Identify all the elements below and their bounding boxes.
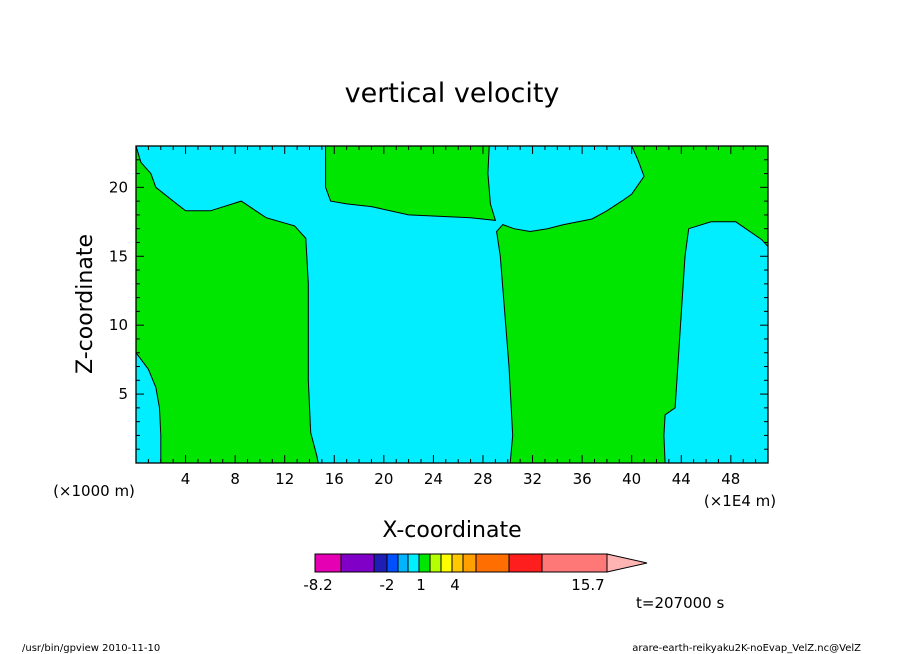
colorbar-tick-label: -2 xyxy=(380,576,395,594)
colorbar-tick-label: 4 xyxy=(450,576,460,594)
x-tick-label: 48 xyxy=(721,470,740,488)
contour-region-positive xyxy=(136,146,319,463)
x-tick-label: 28 xyxy=(473,470,492,488)
x-axis-unit-label: (×1E4 m) xyxy=(704,492,776,510)
colorbar-segment xyxy=(451,553,464,573)
x-tick-label: 40 xyxy=(622,470,641,488)
colorbar-segment xyxy=(462,553,477,573)
colorbar-segment xyxy=(508,553,543,573)
colorbar-labels: -8.2 -2 1 4 15.7 xyxy=(303,576,604,594)
contour-regions xyxy=(136,146,768,463)
x-tick-label: 44 xyxy=(672,470,691,488)
colorbar-segment xyxy=(397,553,409,573)
y-tick-label: 5 xyxy=(118,385,128,403)
colorbar-segment xyxy=(314,553,342,573)
colorbar-arrow xyxy=(606,553,648,573)
y-axis-label: Z-coordinate xyxy=(73,234,98,374)
footer-right: arare-earth-reikyaku2K-noEvap_VelZ.nc@Ve… xyxy=(632,643,861,654)
x-axis-multiplier-label: (×1000 m) xyxy=(53,482,135,500)
colorbar-segment xyxy=(407,553,420,573)
time-label: t=207000 s xyxy=(636,594,724,612)
x-tick-label: 8 xyxy=(230,470,240,488)
colorbar-tick-label: 15.7 xyxy=(571,576,604,594)
colorbar xyxy=(314,553,648,573)
colorbar-tick-label: -8.2 xyxy=(303,576,332,594)
colorbar-segment xyxy=(541,553,608,573)
x-tick-label: 16 xyxy=(325,470,344,488)
colorbar-segment xyxy=(429,553,442,573)
x-tick-label: 4 xyxy=(181,470,191,488)
x-tick-label: 36 xyxy=(573,470,592,488)
x-axis-ticks: 4 8 12 16 20 24 28 32 36 40 44 48 xyxy=(147,146,757,488)
x-tick-label: 20 xyxy=(374,470,393,488)
contour-region-positive xyxy=(325,146,497,221)
footer-left: /usr/bin/gpview 2010-11-10 xyxy=(22,643,160,654)
x-axis-label: X-coordinate xyxy=(382,518,521,543)
colorbar-tick-label: 1 xyxy=(416,576,426,594)
colorbar-segment xyxy=(418,553,431,573)
contour-region-positive xyxy=(496,146,768,463)
y-tick-label: 10 xyxy=(109,316,128,334)
colorbar-segment xyxy=(475,553,510,573)
plot-frame xyxy=(135,145,769,464)
chart-title: vertical velocity xyxy=(345,78,560,109)
colorbar-segment xyxy=(340,553,375,573)
colorbar-segment xyxy=(440,553,453,573)
colorbar-segment xyxy=(373,553,388,573)
y-tick-label: 15 xyxy=(109,247,128,265)
x-tick-label: 24 xyxy=(424,470,443,488)
colorbar-segment xyxy=(386,553,399,573)
y-tick-label: 20 xyxy=(109,178,128,196)
x-tick-label: 12 xyxy=(275,470,294,488)
y-axis-ticks: 5 10 15 20 xyxy=(109,159,768,450)
x-tick-label: 32 xyxy=(523,470,542,488)
